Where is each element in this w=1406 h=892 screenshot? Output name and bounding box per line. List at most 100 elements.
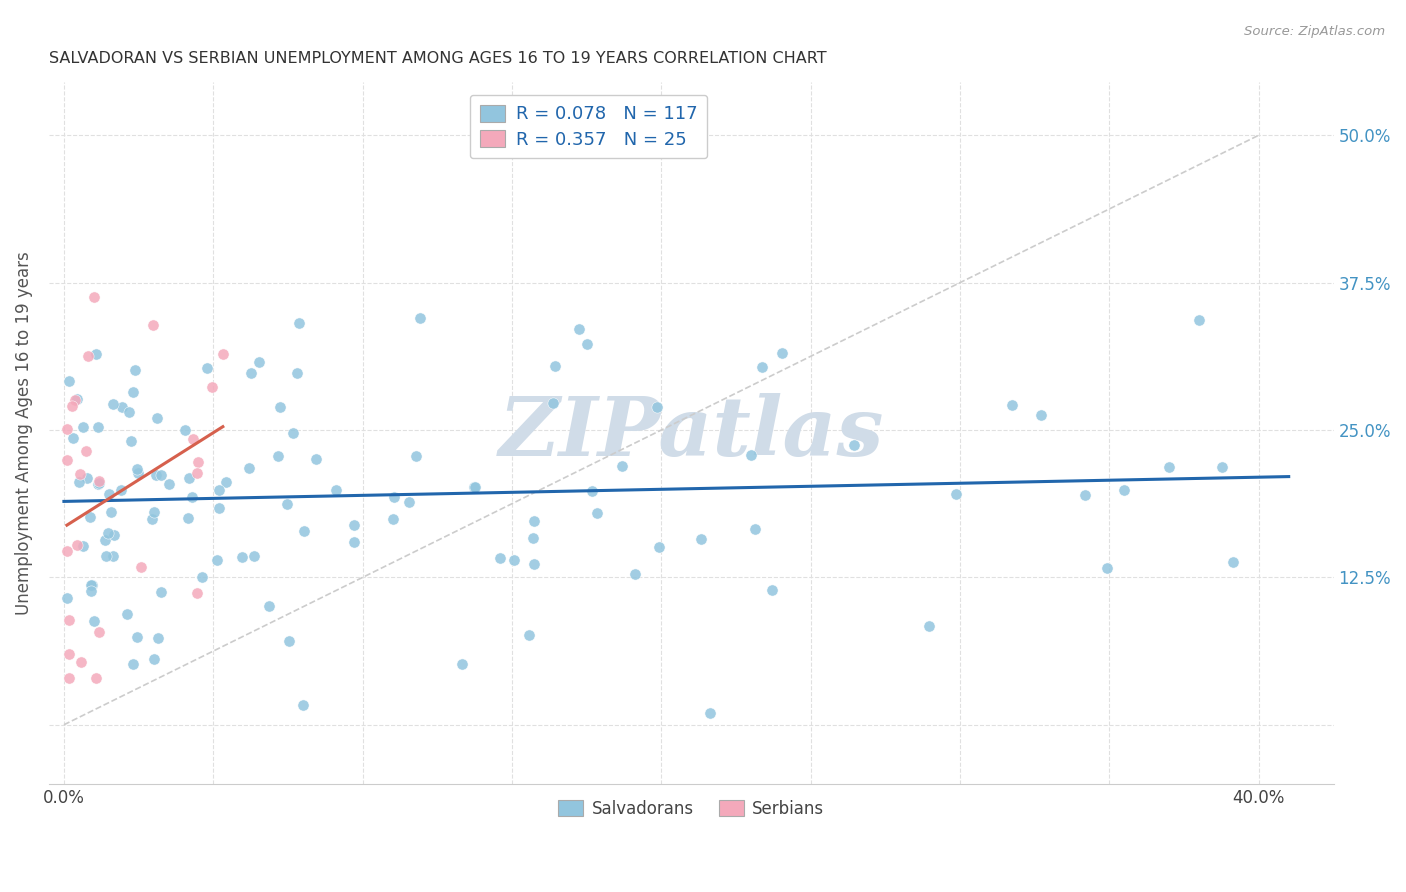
Point	[842, 438, 865, 452]
Point	[523, 558, 546, 572]
Point	[751, 359, 773, 374]
Point	[208, 500, 231, 515]
Point	[541, 396, 564, 410]
Point	[146, 632, 169, 646]
Point	[72, 539, 94, 553]
Point	[1211, 460, 1233, 475]
Point	[181, 432, 204, 446]
Point	[242, 549, 264, 563]
Point	[304, 452, 326, 467]
Point	[247, 355, 270, 369]
Text: ZIPatlas: ZIPatlas	[499, 393, 884, 473]
Point	[100, 505, 122, 519]
Point	[1188, 313, 1211, 327]
Point	[101, 549, 124, 563]
Point	[141, 512, 163, 526]
Point	[125, 630, 148, 644]
Point	[143, 652, 166, 666]
Point	[84, 347, 107, 361]
Point	[761, 582, 783, 597]
Point	[195, 360, 218, 375]
Point	[576, 336, 599, 351]
Point	[65, 392, 87, 406]
Point	[146, 411, 169, 425]
Point	[143, 505, 166, 519]
Point	[83, 290, 105, 304]
Point	[77, 349, 100, 363]
Point	[1074, 488, 1097, 502]
Point	[186, 585, 208, 599]
Point	[186, 467, 208, 481]
Point	[648, 540, 671, 554]
Point	[624, 567, 647, 582]
Point	[517, 628, 540, 642]
Point	[149, 468, 172, 483]
Legend: Salvadorans, Serbians: Salvadorans, Serbians	[551, 793, 831, 824]
Point	[56, 544, 79, 558]
Point	[325, 483, 347, 498]
Point	[409, 311, 432, 326]
Point	[205, 553, 228, 567]
Point	[463, 479, 485, 493]
Point	[80, 578, 103, 592]
Point	[382, 490, 405, 504]
Point	[157, 477, 180, 491]
Point	[1029, 409, 1052, 423]
Point	[87, 476, 110, 491]
Point	[523, 515, 546, 529]
Point	[97, 525, 120, 540]
Point	[180, 490, 202, 504]
Point	[120, 434, 142, 449]
Point	[398, 495, 420, 509]
Point	[699, 706, 721, 720]
Point	[94, 549, 117, 563]
Point	[75, 443, 97, 458]
Point	[121, 385, 143, 400]
Point	[72, 420, 94, 434]
Point	[118, 405, 141, 419]
Point	[79, 510, 101, 524]
Point	[191, 570, 214, 584]
Point	[568, 321, 591, 335]
Point	[451, 657, 474, 671]
Point	[177, 471, 200, 485]
Point	[502, 552, 524, 566]
Point	[98, 487, 121, 501]
Point	[58, 374, 80, 388]
Point	[586, 506, 609, 520]
Point	[56, 591, 79, 606]
Point	[58, 671, 80, 685]
Point	[76, 471, 98, 485]
Point	[58, 647, 80, 661]
Point	[176, 511, 198, 525]
Point	[231, 550, 253, 565]
Point	[342, 534, 364, 549]
Point	[149, 585, 172, 599]
Point	[125, 462, 148, 476]
Point	[122, 657, 145, 672]
Point	[70, 655, 93, 669]
Point	[127, 466, 149, 480]
Point	[294, 524, 316, 538]
Point	[464, 480, 486, 494]
Point	[291, 698, 314, 713]
Point	[285, 366, 308, 380]
Point	[689, 532, 711, 546]
Point	[489, 550, 512, 565]
Point	[770, 345, 793, 359]
Point	[276, 497, 298, 511]
Point	[87, 419, 110, 434]
Point	[945, 487, 967, 501]
Point	[94, 533, 117, 548]
Point	[110, 483, 132, 497]
Point	[288, 316, 311, 330]
Point	[174, 423, 197, 437]
Point	[56, 422, 79, 436]
Point	[89, 474, 111, 488]
Point	[1222, 555, 1244, 569]
Point	[103, 397, 125, 411]
Point	[80, 583, 103, 598]
Point	[83, 614, 105, 628]
Point	[69, 467, 91, 481]
Point	[405, 449, 427, 463]
